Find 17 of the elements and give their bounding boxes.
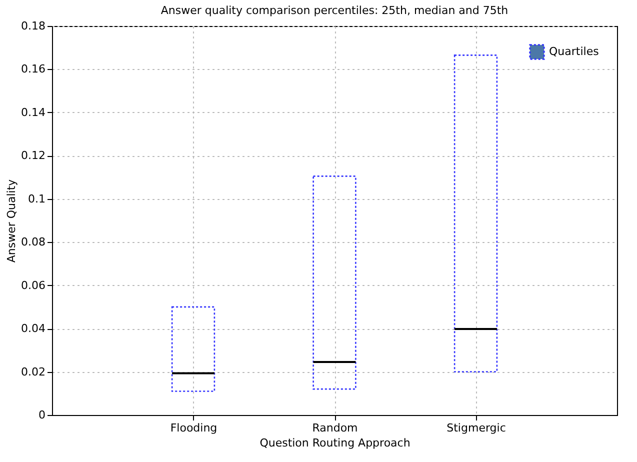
y-tick-label: 0.12	[21, 149, 46, 162]
x-tick-label: Flooding	[170, 422, 218, 434]
y-tick-label: 0.1	[28, 192, 46, 206]
y-tick-label: 0	[38, 408, 46, 422]
y-tick-label: 0.16	[21, 62, 46, 76]
y-tick-label: 0.04	[21, 322, 46, 336]
y-tick-label: 0.18	[21, 20, 46, 32]
y-tick-label: 0.08	[21, 236, 46, 249]
y-tick-label: 0.14	[21, 106, 46, 119]
y-tick-label: 0.02	[21, 365, 46, 378]
chart-title: Answer quality comparison percentiles: 25th, median and 75th	[160, 4, 508, 17]
x-axis-title: Question Routing Approach	[260, 436, 410, 450]
y-axis-title: Answer Quality	[5, 178, 18, 263]
legend-label: Quartiles	[549, 45, 600, 58]
y-tick-label: 0.06	[21, 278, 46, 292]
x-tick-label: Random	[312, 422, 358, 434]
x-tick-label: Stigmergic	[446, 422, 506, 434]
